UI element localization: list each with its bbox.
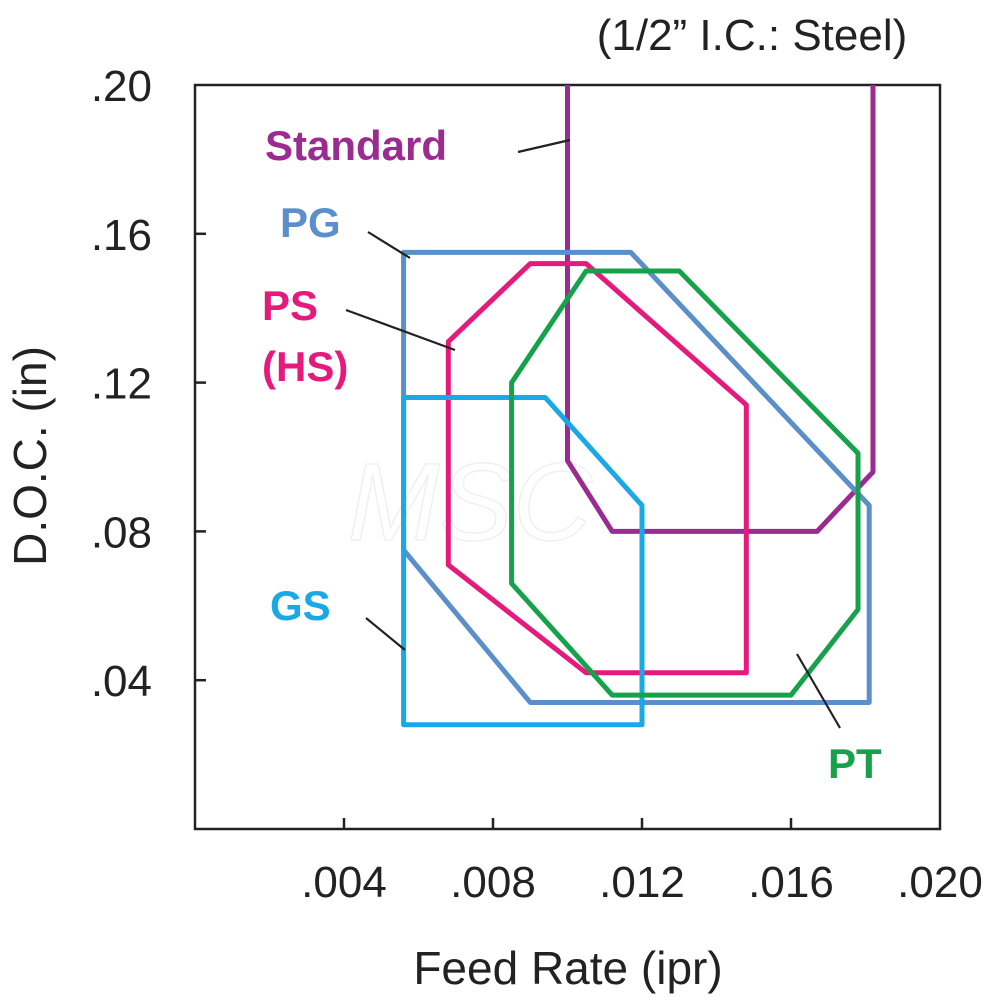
regions: [401, 85, 876, 728]
chart-title: (1/2” I.C.: Steel): [597, 11, 908, 60]
y-tick-label: .16: [91, 211, 152, 260]
leader-pg: [367, 231, 411, 259]
y-tick-label: .08: [91, 508, 152, 557]
watermark: MSC: [348, 441, 594, 564]
label-pt: PT: [828, 740, 882, 787]
label-gs: GS: [270, 582, 331, 629]
y-tick-label: .12: [91, 360, 152, 409]
leader-standard: [517, 138, 571, 154]
leader-ps-hs: [345, 308, 456, 352]
x-tick-label: .004: [301, 858, 387, 907]
x-tick-label: .008: [450, 858, 536, 907]
region-pt: [509, 268, 861, 698]
label-standard: Standard: [265, 122, 447, 169]
region-gs: [401, 395, 645, 728]
y-tick-label: .20: [91, 62, 152, 111]
region-labels: Standard PG PS (HS) GS PT: [262, 122, 882, 787]
x-tick-label: .016: [748, 858, 834, 907]
leader-pt: [796, 653, 841, 729]
region-ps-hs: [445, 261, 749, 676]
y-tick-label: .04: [91, 657, 152, 706]
leader-lines: [345, 138, 841, 729]
label-ps-hs: PS: [262, 282, 318, 329]
leader-gs: [365, 617, 406, 651]
label-pg: PG: [280, 199, 341, 246]
axis-ticks: .004 .008 .012 .016 .020 .04 .08 .12 .16 .20: [91, 62, 983, 907]
x-tick-label: .012: [599, 858, 685, 907]
x-tick-label: .020: [897, 858, 983, 907]
region-standard: [565, 85, 876, 534]
x-axis-title: Feed Rate (ipr): [413, 942, 722, 994]
region-pg: [401, 249, 872, 705]
label-ps-hs: (HS): [262, 343, 348, 390]
y-axis-title: D.O.C. (in): [4, 346, 56, 566]
